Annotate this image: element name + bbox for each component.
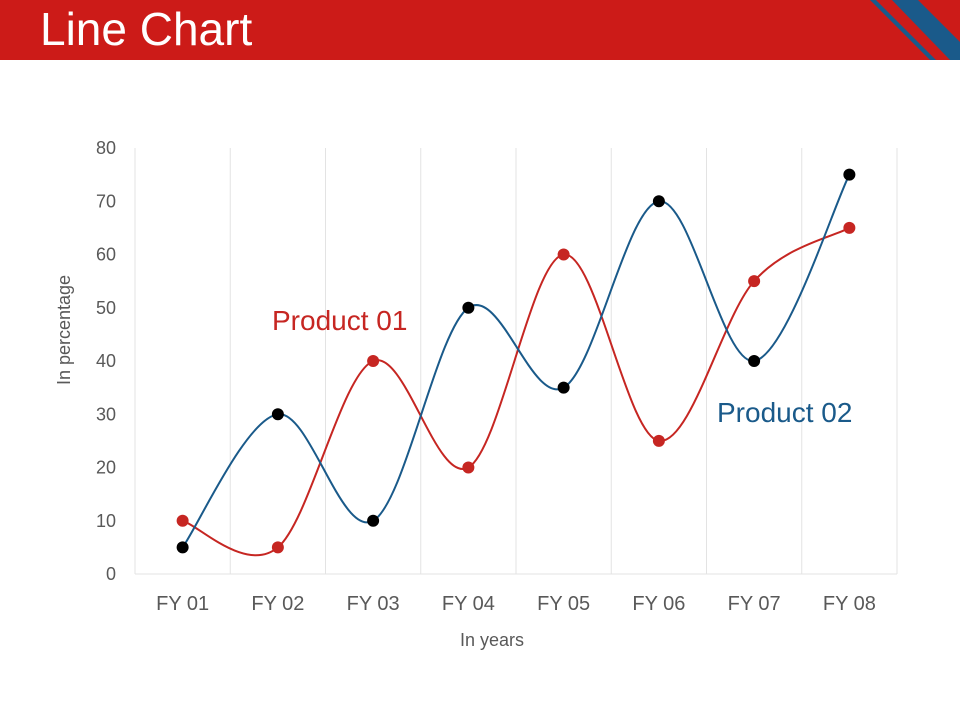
y-tick-label: 60 bbox=[96, 245, 116, 265]
x-tick-label: FY 07 bbox=[728, 593, 781, 615]
y-tick-label: 70 bbox=[96, 191, 116, 211]
data-point-series-2 bbox=[652, 195, 665, 208]
y-tick-label: 80 bbox=[96, 138, 116, 158]
data-point-series-2 bbox=[557, 381, 570, 394]
header-bar: Line Chart bbox=[0, 0, 960, 60]
x-tick-label: FY 08 bbox=[823, 593, 876, 615]
y-tick-label: 40 bbox=[96, 351, 116, 371]
data-point-series-2 bbox=[843, 168, 856, 181]
data-point-series-2 bbox=[176, 541, 189, 554]
series-lines bbox=[181, 174, 851, 557]
series-line-1 bbox=[182, 226, 850, 557]
x-axis-ticks: FY 01 FY 02 FY 03 FY 04 FY 05 FY 06 FY 07 FY 08 bbox=[156, 593, 876, 615]
series-markers bbox=[176, 168, 856, 554]
data-point-series-1 bbox=[843, 221, 856, 234]
x-tick-label: FY 05 bbox=[537, 593, 590, 615]
data-point-series-1 bbox=[462, 461, 475, 474]
chart-area: 0 10 20 30 40 50 60 70 80 FY 01 FY 02 FY 03 FY 04 FY… bbox=[0, 60, 960, 720]
x-tick-label: FY 03 bbox=[347, 593, 400, 615]
x-tick-label: FY 02 bbox=[251, 593, 304, 615]
y-axis-label: In percentage bbox=[54, 275, 74, 385]
corner-accent-stripes bbox=[870, 0, 960, 60]
series-label-product-01: Product 01 bbox=[272, 305, 407, 336]
grid-lines bbox=[134, 148, 898, 575]
x-tick-label: FY 04 bbox=[442, 593, 495, 615]
y-tick-label: 20 bbox=[96, 458, 116, 478]
series-label-product-02: Product 02 bbox=[717, 397, 852, 428]
series-line-2 bbox=[181, 174, 851, 548]
data-point-series-1 bbox=[271, 541, 284, 554]
data-point-series-2 bbox=[462, 301, 475, 314]
x-axis-label: In years bbox=[460, 630, 524, 650]
accent-stripe-thin bbox=[870, 0, 936, 60]
y-axis-ticks: 0 10 20 30 40 50 60 70 80 bbox=[96, 138, 116, 584]
data-point-series-1 bbox=[652, 434, 665, 447]
page-title: Line Chart bbox=[40, 3, 253, 55]
y-tick-label: 30 bbox=[96, 404, 116, 424]
data-point-series-2 bbox=[367, 514, 380, 527]
y-tick-label: 10 bbox=[96, 511, 116, 531]
data-point-series-1 bbox=[367, 355, 380, 367]
accent-stripe-wide bbox=[892, 0, 960, 60]
data-point-series-2 bbox=[271, 408, 284, 421]
x-tick-label: FY 01 bbox=[156, 593, 209, 615]
x-tick-label: FY 06 bbox=[632, 593, 685, 615]
y-tick-label: 50 bbox=[96, 298, 116, 318]
data-point-series-1 bbox=[176, 514, 189, 527]
y-tick-label: 0 bbox=[106, 564, 116, 584]
data-point-series-1 bbox=[748, 275, 761, 288]
data-point-series-1 bbox=[557, 248, 570, 261]
data-point-series-2 bbox=[748, 355, 761, 367]
